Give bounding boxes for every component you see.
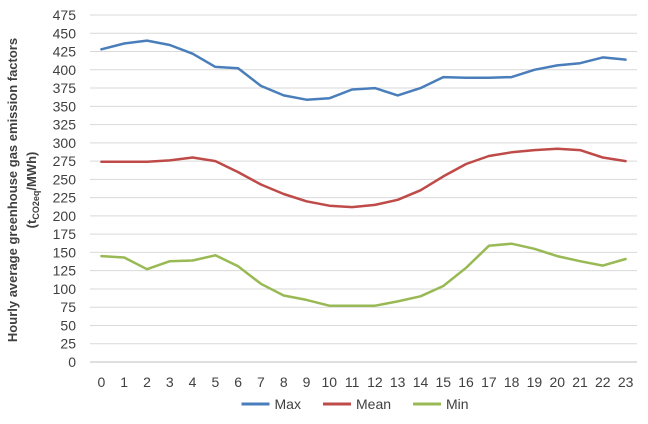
y-axis-unit: (tCO2eq/MWh) [24, 152, 41, 229]
y-tick-label: 275 [53, 153, 77, 169]
y-tick-label: 300 [53, 135, 77, 151]
y-tick-labels: 0 25 50 75 100 125 150 175 200 225 250 275 300 325 350… [53, 7, 77, 370]
x-tick-label: 14 [413, 374, 429, 390]
legend-label: Min [446, 396, 469, 412]
y-tick-label: 475 [53, 7, 77, 23]
y-tick-label: 425 [53, 44, 77, 60]
y-tick-label: 400 [53, 62, 77, 78]
x-tick-label: 4 [189, 374, 197, 390]
y-tick-label: 375 [53, 80, 77, 96]
y-axis-unit-close: /MWh) [24, 152, 39, 191]
x-tick-label: 3 [166, 374, 174, 390]
x-tick-label: 17 [481, 374, 497, 390]
y-tick-label: 75 [60, 299, 76, 315]
y-tick-label: 125 [53, 263, 77, 279]
y-tick-label: 175 [53, 226, 77, 242]
y-tick-label: 225 [53, 190, 77, 206]
x-tick-label: 22 [595, 374, 611, 390]
x-tick-label: 19 [527, 374, 543, 390]
x-tick-label: 18 [504, 374, 520, 390]
y-tick-label: 250 [53, 171, 77, 187]
x-tick-label: 16 [458, 374, 474, 390]
y-tick-label: 450 [53, 25, 77, 41]
y-tick-label: 200 [53, 208, 77, 224]
legend-item-min: Min [413, 396, 469, 412]
series-line-max [100, 39, 627, 101]
series-line-mean [100, 147, 627, 209]
x-tick-label: 21 [572, 374, 588, 390]
x-tick-label: 23 [618, 374, 634, 390]
x-tick-label: 6 [234, 374, 242, 390]
y-axis-title: Hourly average greenhouse gas emission f… [5, 38, 20, 342]
y-tick-label: 350 [53, 98, 77, 114]
x-tick-label: 20 [549, 374, 565, 390]
x-tick-labels: 0 1 2 3 4 5 6 7 8 9 10 11 12 13 14 15 16 17 18 19 20 21 22 23 [97, 374, 633, 390]
x-tick-label: 10 [322, 374, 338, 390]
legend-label: Max [275, 396, 301, 412]
series-line-min [100, 242, 627, 307]
y-tick-label: 50 [60, 317, 76, 333]
y-axis-unit-open: (t [24, 219, 39, 228]
x-tick-label: 11 [345, 374, 360, 390]
series-lines [100, 39, 627, 307]
x-tick-label: 1 [120, 374, 128, 390]
x-tick-label: 0 [97, 374, 105, 390]
legend: Max Mean Min [241, 396, 469, 412]
x-tick-label: 9 [303, 374, 311, 390]
y-tick-label: 325 [53, 117, 77, 133]
x-tick-label: 5 [211, 374, 219, 390]
legend-item-max: Max [241, 396, 301, 412]
x-tick-label: 15 [435, 374, 451, 390]
x-tick-label: 7 [257, 374, 265, 390]
y-tick-label: 0 [68, 354, 76, 370]
x-tick-label: 13 [390, 374, 406, 390]
y-tick-label: 150 [53, 244, 77, 260]
legend-label: Mean [356, 396, 391, 412]
gridlines [90, 14, 637, 345]
x-tick-label: 8 [280, 374, 288, 390]
y-tick-label: 25 [60, 336, 76, 352]
y-axis-unit-subscript: CO2eq [31, 191, 41, 220]
y-tick-label: 100 [53, 281, 77, 297]
legend-item-mean: Mean [323, 396, 391, 412]
y-axis-title-main: Hourly average greenhouse gas emission f… [5, 38, 20, 342]
x-tick-label: 2 [143, 374, 151, 390]
x-tick-label: 12 [367, 374, 383, 390]
